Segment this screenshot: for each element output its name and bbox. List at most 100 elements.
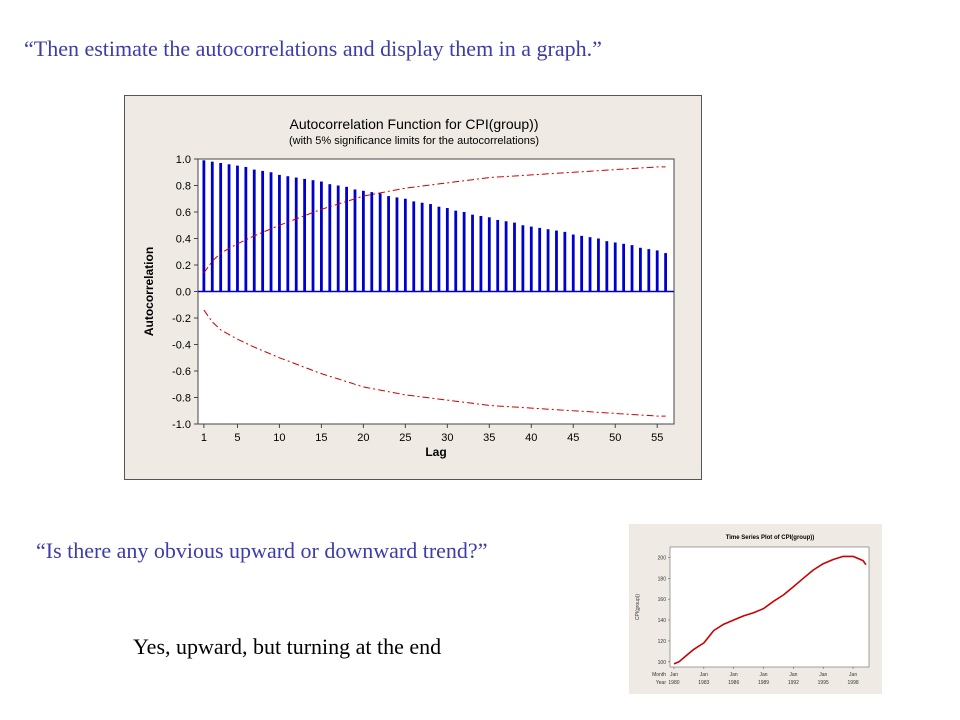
ts-y-axis-label: CPI(group)): [635, 594, 641, 620]
ts-x-tick-label: Jan: [700, 672, 708, 678]
acf-bar: [328, 184, 332, 292]
ts-series-line: [673, 555, 867, 665]
ts-x-tick-label: 1980: [668, 680, 679, 686]
acf-bar: [597, 238, 600, 292]
ts-x-row-label: Year: [656, 680, 666, 686]
ts-y-tick-label: 140: [658, 618, 667, 624]
acf-bar: [353, 189, 357, 292]
acf-bar: [311, 180, 315, 292]
acf-bar: [303, 178, 307, 292]
question-1-text: “Then estimate the autocorrelations and …: [24, 36, 602, 61]
acf-bar: [236, 165, 239, 292]
acf-bar: [336, 185, 340, 292]
acf-bar: [429, 204, 432, 292]
acf-bar: [513, 222, 516, 292]
acf-bar: [420, 202, 424, 292]
acf-bar: [219, 162, 223, 292]
ts-x-tick-label: 1998: [848, 680, 859, 686]
acf-bar: [538, 227, 542, 292]
ts-x-tick-label: Jan: [819, 672, 827, 678]
acf-bar: [504, 221, 508, 292]
acf-bar: [361, 190, 365, 292]
ts-x-tick-label: 1995: [818, 680, 829, 686]
acf-bar: [412, 201, 416, 292]
acf-bar: [580, 235, 584, 292]
ts-y-tick-label: 120: [658, 639, 667, 645]
ts-plot-area: [669, 546, 870, 668]
upper-significance-limit: [203, 166, 666, 274]
y-tick-label: 0.0: [176, 287, 191, 299]
acf-bar: [613, 242, 617, 292]
ts-x-row-label: Month: [652, 672, 666, 678]
acf-bar: [244, 166, 248, 292]
ts-y-tick-label: 200: [658, 555, 667, 561]
acf-bar: [529, 226, 533, 292]
answer-text: Yes, upward, but turning at the end: [133, 634, 442, 659]
x-tick-label: 40: [525, 432, 537, 444]
ts-x-tick-label: Jan: [849, 672, 857, 678]
acf-x-axis-label: Lag: [425, 445, 446, 459]
acf-bar: [563, 231, 567, 292]
y-tick-label: 0.4: [176, 234, 191, 246]
acf-bar: [320, 181, 323, 292]
acf-bar: [261, 170, 265, 292]
acf-bar: [378, 193, 382, 292]
acf-bar: [462, 212, 466, 292]
acf-bar: [479, 215, 483, 292]
ts-x-tick-label: Jan: [789, 672, 797, 678]
acf-bar: [630, 245, 634, 292]
acf-bar: [252, 169, 256, 292]
x-tick-label: 50: [609, 432, 621, 444]
acf-bar: [202, 160, 206, 292]
y-tick-label: -0.4: [172, 340, 191, 352]
question-2-text: “Is there any obvious upward or downward…: [36, 538, 488, 563]
y-tick-label: 0.2: [176, 260, 191, 272]
ts-x-tick-label: 1983: [698, 680, 709, 686]
ts-x-tick-label: Jan: [759, 672, 767, 678]
x-tick-label: 20: [357, 432, 369, 444]
ts-x-tick-label: 1992: [788, 680, 799, 686]
time-series-chart: Time Series Plot of CPI(group)) 100 120 140…: [635, 535, 870, 686]
acf-bar: [605, 241, 609, 292]
x-tick-label: 25: [399, 432, 411, 444]
acf-bar: [487, 217, 491, 292]
x-tick-label: 45: [567, 432, 579, 444]
acf-bar: [294, 177, 298, 292]
x-tick-label: 1: [201, 432, 207, 444]
acf-bar: [647, 249, 651, 292]
ts-x-tick-label: 1986: [728, 680, 739, 686]
acf-bar: [269, 172, 273, 292]
acf-bar: [655, 250, 659, 292]
acf-bar: [227, 164, 231, 292]
acf-bar: [521, 225, 525, 292]
y-tick-label: 1.0: [176, 154, 191, 166]
ts-y-tick-label: 180: [658, 576, 667, 582]
y-tick-label: -0.8: [172, 393, 191, 405]
acf-chart-panel: Autocorrelation Function for CPI(group))…: [124, 95, 702, 480]
acf-y-axis-label: Autocorrelation: [142, 247, 156, 336]
acf-bar: [210, 161, 214, 292]
acf-bar: [571, 234, 575, 292]
lower-significance-limit: [203, 309, 666, 417]
acf-bar: [622, 243, 626, 292]
x-tick-label: 5: [234, 432, 240, 444]
acf-bar: [639, 247, 642, 292]
acf-bar: [345, 186, 348, 292]
y-tick-label: -1.0: [172, 419, 191, 431]
acf-bar: [286, 176, 290, 292]
acf-bar: [496, 219, 500, 292]
x-tick-label: 55: [651, 432, 663, 444]
acf-chart: Autocorrelation Function for CPI(group))…: [142, 116, 675, 459]
acf-bar: [588, 237, 592, 292]
time-series-chart-panel: Time Series Plot of CPI(group)) 100 120 140…: [629, 524, 882, 694]
acf-title: Autocorrelation Function for CPI(group)): [290, 116, 539, 132]
x-tick-label: 15: [315, 432, 327, 444]
acf-subtitle: (with 5% significance limits for the aut…: [289, 135, 539, 147]
x-tick-label: 30: [441, 432, 453, 444]
y-tick-label: 0.8: [176, 181, 191, 193]
acf-bar: [437, 206, 441, 292]
y-tick-label: 0.6: [176, 207, 191, 219]
acf-bar: [664, 253, 668, 292]
acf-bar: [403, 198, 407, 292]
x-tick-label: 10: [273, 432, 285, 444]
